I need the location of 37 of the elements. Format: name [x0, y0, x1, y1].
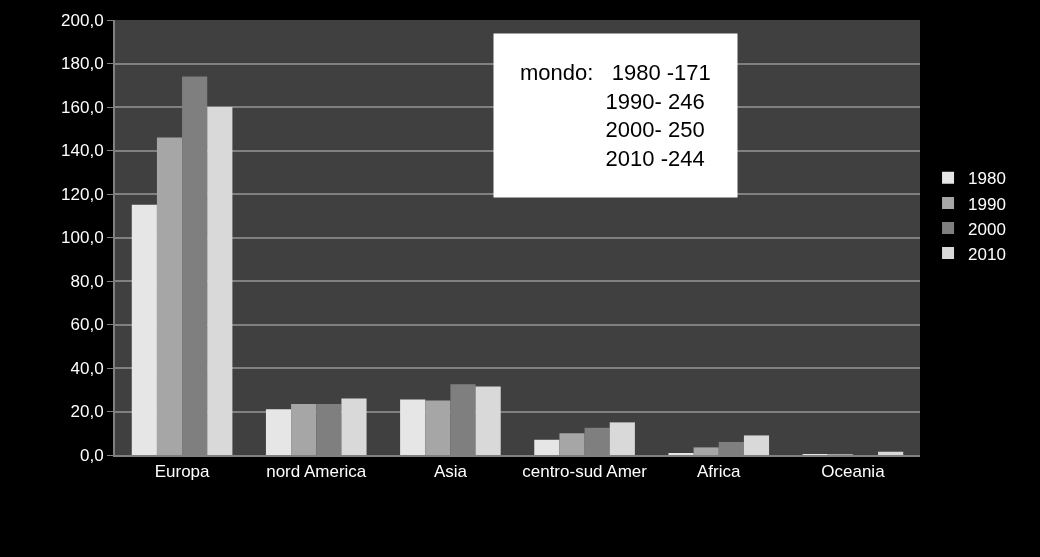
y-tick-label: 80,0 — [70, 271, 104, 291]
bar — [878, 451, 904, 455]
y-tick-label: 180,0 — [61, 54, 104, 74]
y-tick-label: 20,0 — [70, 402, 104, 422]
bar — [207, 107, 233, 455]
bar — [559, 433, 585, 455]
bar — [693, 447, 719, 455]
bar — [534, 439, 560, 455]
x-tick-label: Oceania — [821, 462, 886, 482]
x-tick-label: Africa — [697, 462, 742, 482]
bar — [425, 400, 451, 455]
x-tick-label: Asia — [433, 462, 468, 482]
y-tick-label: 40,0 — [70, 358, 104, 378]
y-tick-label: 0,0 — [79, 445, 104, 465]
annotation: mondo: 1980 -171 1990- 246 2000- 250 2010 -244 — [520, 60, 711, 171]
legend-label: 2000 — [968, 219, 1006, 239]
y-tick-label: 200,0 — [61, 10, 104, 30]
bar — [341, 398, 367, 455]
y-tick-label: 60,0 — [70, 315, 104, 335]
bar — [609, 422, 635, 455]
legend-label: 2010 — [968, 244, 1006, 264]
bar — [265, 409, 292, 455]
legend-label: 1990 — [968, 194, 1006, 214]
bar — [743, 435, 770, 455]
x-tick-label: Europa — [154, 462, 211, 482]
x-tick-label: centro-sud Amer — [522, 462, 648, 482]
bar — [475, 386, 501, 455]
bar — [156, 137, 183, 455]
y-tick-label: 160,0 — [61, 97, 104, 117]
y-tick-label: 100,0 — [61, 228, 104, 248]
bar — [400, 399, 426, 455]
legend-label: 1980 — [968, 169, 1006, 189]
bar — [291, 403, 317, 455]
y-tick-label: 120,0 — [61, 184, 104, 204]
y-tick-label: 140,0 — [61, 141, 104, 161]
bar — [131, 204, 157, 455]
x-tick-label: nord America — [266, 462, 367, 482]
